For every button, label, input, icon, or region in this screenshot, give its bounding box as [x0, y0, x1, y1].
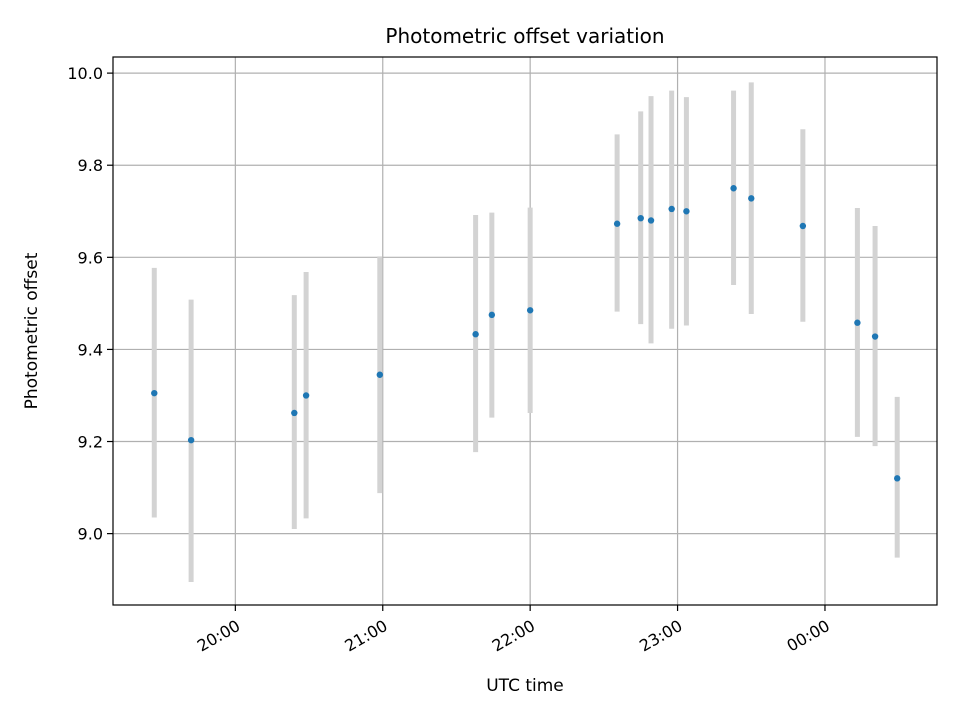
data-point: [894, 475, 901, 482]
y-tick-label: 10.0: [67, 64, 103, 83]
data-point: [302, 392, 310, 399]
data-point: [668, 205, 675, 213]
x-axis-title: UTC time: [486, 676, 564, 696]
data-point: [647, 217, 655, 224]
plot-frame: [112, 56, 938, 606]
y-axis-title: Photometric offset: [22, 252, 42, 409]
data-points: [151, 185, 901, 482]
y-tick-label: 9.6: [78, 248, 103, 267]
data-point: [151, 389, 158, 397]
data-point: [871, 333, 879, 340]
y-tick-label: 9.0: [78, 525, 103, 544]
data-point: [376, 371, 384, 378]
data-point: [613, 220, 621, 227]
data-point: [472, 331, 479, 338]
data-point: [488, 311, 496, 319]
grid: [113, 57, 937, 605]
data-point: [187, 436, 195, 444]
y-tick-label: 9.8: [78, 156, 103, 175]
data-point: [799, 222, 807, 230]
data-point: [683, 208, 690, 215]
y-axis: 9.0 9.2 9.4 9.6 9.8 10.0: [67, 64, 113, 544]
data-point: [748, 195, 755, 202]
data-point: [730, 185, 737, 192]
y-tick-label: 9.4: [78, 340, 103, 359]
y-tick-label: 9.2: [78, 433, 103, 452]
data-point: [291, 409, 298, 417]
chart-title: Photometric offset variation: [385, 24, 664, 48]
data-point: [526, 307, 534, 314]
data-point: [637, 214, 644, 222]
data-point: [854, 319, 861, 326]
